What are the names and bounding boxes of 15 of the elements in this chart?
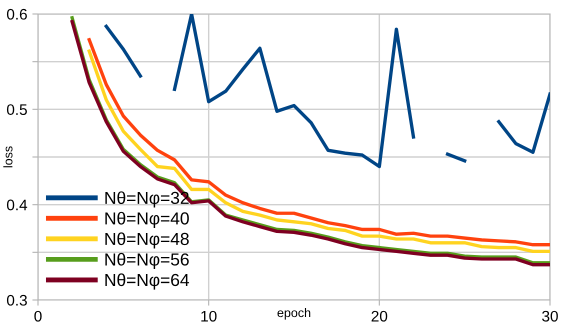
legend-label: Nθ=Nφ=40 bbox=[105, 212, 189, 228]
x-tick-label: 10 bbox=[201, 310, 217, 322]
legend-label: Nθ=Nφ=64 bbox=[105, 273, 190, 290]
legend-label: Nθ=Nφ=56 bbox=[105, 252, 189, 270]
y-tick-label: 0.3 bbox=[6, 294, 27, 306]
y-tick-label: 0.4 bbox=[6, 200, 28, 210]
x-tick-label: 0 bbox=[34, 310, 42, 322]
y-axis-title: loss bbox=[3, 146, 12, 168]
y-tick-label: 0.6 bbox=[6, 8, 27, 20]
y-tick-label: 0.5 bbox=[6, 104, 27, 116]
x-axis-title: epoch bbox=[278, 308, 310, 320]
legend-label: Nθ=Nφ=48 bbox=[105, 232, 189, 249]
x-tick-label: 20 bbox=[372, 310, 388, 322]
legend-label: Nθ=Nφ=32 bbox=[105, 191, 189, 208]
x-tick-label: 30 bbox=[542, 310, 558, 322]
